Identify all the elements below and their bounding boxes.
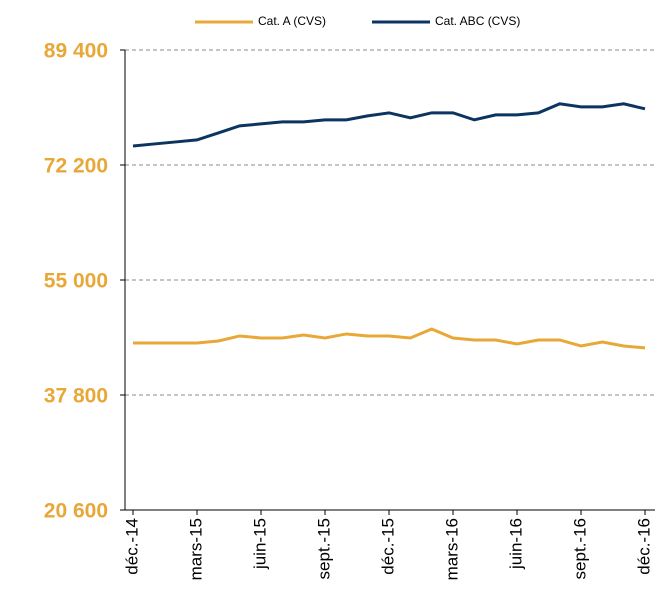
legend-label: Cat. A (CVS) bbox=[258, 14, 326, 28]
legend-label: Cat. ABC (CVS) bbox=[435, 14, 520, 28]
x-tick-label: déc.-16 bbox=[634, 518, 653, 575]
x-tick-label: sept.-16 bbox=[570, 518, 589, 579]
y-tick-label: 20 600 bbox=[44, 500, 108, 523]
series-line bbox=[132, 102, 646, 148]
x-tick-label: juin-15 bbox=[250, 518, 269, 570]
x-tick-label: mars-15 bbox=[186, 518, 205, 580]
x-tick-label: juin-16 bbox=[506, 518, 525, 570]
x-tick-label: sept.-15 bbox=[314, 518, 333, 579]
x-tick-label: déc.-14 bbox=[122, 518, 141, 575]
series-line bbox=[133, 327, 646, 350]
y-tick-label: 89 400 bbox=[44, 40, 108, 63]
y-tick-label: 55 000 bbox=[44, 270, 108, 293]
y-tick-label: 72 200 bbox=[44, 155, 108, 178]
x-tick-label: déc.-15 bbox=[378, 518, 397, 575]
x-tick-label: mars-16 bbox=[442, 518, 461, 580]
y-tick-label: 37 800 bbox=[44, 385, 108, 408]
